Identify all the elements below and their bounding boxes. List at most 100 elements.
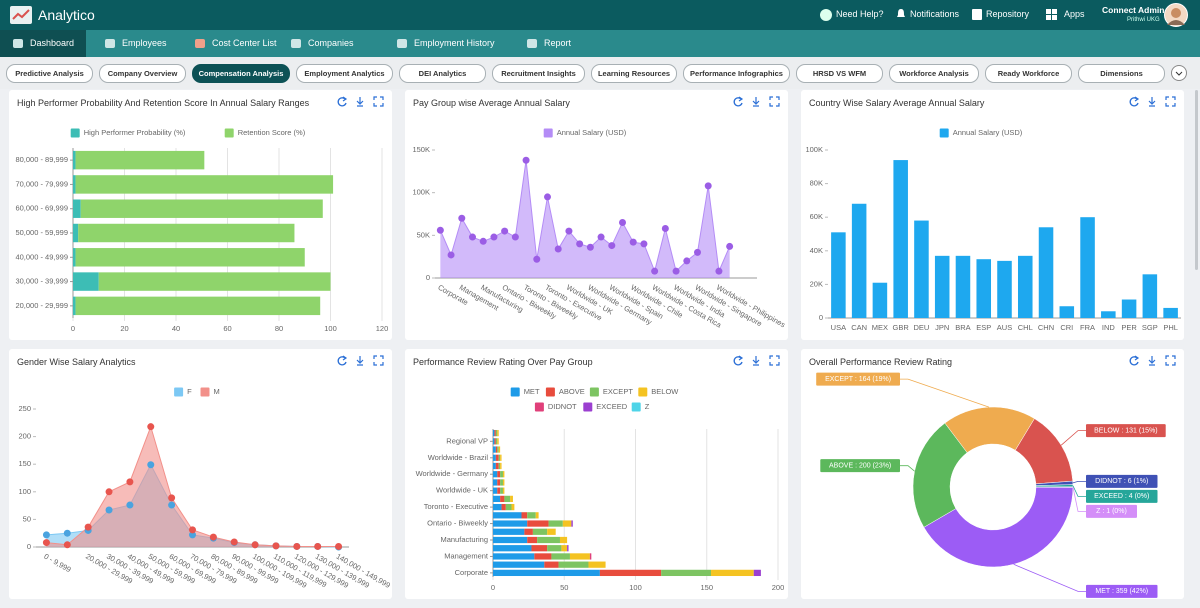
chart-panel: BELOW : 131 (15%)DIDNOT : 6 (1%)EXCEED :…	[801, 349, 1184, 599]
bar	[493, 537, 527, 543]
nav-item[interactable]: Report	[524, 30, 571, 57]
nav-item[interactable]: Companies	[288, 30, 354, 57]
legend-label: EXCEPT	[603, 387, 633, 396]
y-tick-label: 0	[819, 313, 823, 322]
bar	[976, 259, 991, 318]
bar	[527, 520, 548, 526]
bar	[527, 537, 537, 543]
legend-label: Retention Score (%)	[238, 128, 306, 137]
avatar[interactable]	[1164, 3, 1188, 27]
leader-line	[900, 466, 915, 472]
panel-tools[interactable]	[336, 96, 386, 108]
repository-link[interactable]: Repository	[986, 9, 1029, 19]
tab[interactable]: Learning Resources	[591, 64, 677, 83]
x-tick-label: IND	[1102, 323, 1116, 332]
bar	[500, 488, 503, 494]
bar	[590, 553, 591, 559]
bar	[493, 471, 497, 477]
legend-label: DIDNOT	[548, 402, 577, 411]
point	[252, 541, 259, 548]
nav-label[interactable]: Employees	[122, 38, 167, 48]
bar	[73, 272, 99, 290]
bar	[600, 570, 661, 576]
notifications-link[interactable]: Notifications	[910, 9, 959, 19]
nav-label[interactable]: Employment History	[414, 38, 495, 48]
point	[640, 240, 647, 247]
panel-tools[interactable]	[1128, 96, 1178, 108]
y-tick-label: 80,000 - 89,999	[15, 155, 68, 164]
tab[interactable]: Company Overview	[99, 64, 186, 83]
tab[interactable]: Ready Workforce	[985, 64, 1072, 83]
nav-label[interactable]: Cost Center List	[212, 38, 277, 48]
point	[512, 234, 519, 241]
y-tick-label: Toronto - Executive	[424, 502, 488, 511]
x-tick-label: 100	[324, 324, 337, 333]
x-tick-label: ESP	[976, 323, 991, 332]
bar	[1122, 300, 1137, 318]
point	[726, 243, 733, 250]
y-tick-label: 30,000 - 39,999	[15, 277, 68, 286]
legend-swatch	[546, 388, 555, 397]
point	[126, 502, 133, 509]
more-tabs[interactable]	[1171, 65, 1187, 81]
legend-swatch	[590, 388, 599, 397]
x-tick-label: 0	[491, 583, 495, 592]
nav-item[interactable]: Dashboard	[10, 30, 74, 57]
legend-label: BELOW	[651, 387, 679, 396]
apps-icon	[1046, 9, 1057, 20]
point	[314, 543, 321, 550]
apps-link[interactable]: Apps	[1064, 9, 1085, 19]
legend-swatch	[940, 129, 949, 138]
bar	[76, 297, 321, 315]
panel-tools[interactable]	[336, 355, 386, 367]
bar	[497, 471, 500, 477]
chart-title: Country Wise Salary Average Annual Salar…	[809, 98, 984, 108]
panel-tools[interactable]	[732, 96, 782, 108]
nav-label[interactable]: Dashboard	[30, 38, 74, 48]
point	[501, 228, 508, 235]
tab[interactable]: Predictive Analysis	[6, 64, 93, 83]
legend-swatch	[583, 403, 592, 412]
scrollbar[interactable]	[1195, 90, 1198, 270]
bar	[547, 545, 561, 551]
legend-swatch	[174, 388, 183, 397]
panel-tools[interactable]	[1128, 355, 1178, 367]
nav-label[interactable]: Companies	[308, 38, 354, 48]
tab[interactable]: HRSD VS WFM	[796, 64, 883, 83]
bar	[73, 224, 78, 242]
bar	[547, 529, 556, 535]
x-tick-label: AUS	[997, 323, 1012, 332]
help-link[interactable]: Need Help?	[836, 9, 884, 19]
bar	[831, 232, 846, 318]
nav-label[interactable]: Report	[544, 38, 571, 48]
tab[interactable]: Employment Analytics	[296, 64, 393, 83]
x-tick-label: CRI	[1060, 323, 1073, 332]
bar	[503, 479, 504, 485]
y-tick-label: Worldwide - Germany	[416, 469, 489, 478]
x-tick-label: 60	[223, 324, 231, 333]
bar	[499, 463, 500, 469]
point	[576, 240, 583, 247]
tab-active[interactable]: Compensation Analysis	[192, 64, 290, 83]
top-bar: Analytico Need Help? Notifications Repos…	[0, 0, 1200, 30]
tab[interactable]: DEI Analytics	[399, 64, 486, 83]
bar	[559, 562, 589, 568]
nav-item[interactable]: Cost Center List	[192, 30, 277, 57]
nav-item[interactable]: Employment History	[394, 30, 495, 57]
point	[448, 251, 455, 258]
tab[interactable]: Performance Infographics	[683, 64, 790, 83]
y-tick-label: Management	[444, 551, 489, 560]
x-tick-label: PHL	[1163, 323, 1178, 332]
legend-label: M	[214, 387, 220, 396]
tab[interactable]: Dimensions	[1078, 64, 1165, 83]
panel-tools[interactable]	[732, 355, 782, 367]
data-label: DIDNOT : 6 (1%)	[1095, 478, 1148, 485]
bar	[497, 488, 500, 494]
legend-swatch	[71, 129, 80, 138]
point	[490, 234, 497, 241]
tab[interactable]: Recruitment Insights	[492, 64, 585, 83]
nav-item[interactable]: Employees	[102, 30, 167, 57]
point	[587, 244, 594, 251]
tab[interactable]: Workforce Analysis	[889, 64, 979, 83]
x-tick-label: USA	[831, 323, 846, 332]
